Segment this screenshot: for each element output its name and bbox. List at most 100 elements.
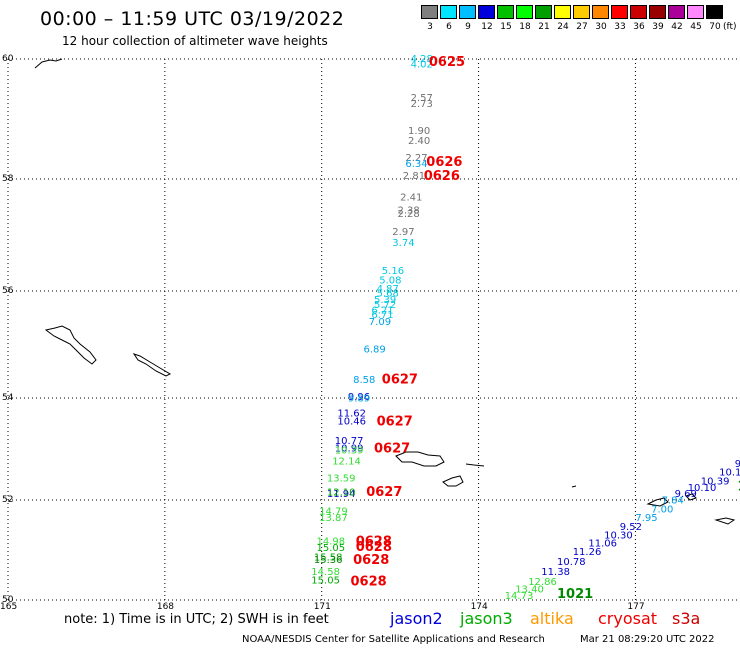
rat-islands-small [685, 493, 697, 501]
wave-height-label: 11.06 [588, 539, 617, 550]
wave-height-label: 10.10 [688, 483, 717, 494]
pass-time-label: 0627 [366, 485, 402, 500]
wave-height-label: 13.40 [515, 585, 544, 596]
scale-swatch [535, 5, 552, 19]
latitude-tick-label: 56 [2, 286, 14, 296]
andreanof-island [714, 517, 736, 525]
scale-swatch [649, 5, 666, 19]
scale-label: 70 [709, 22, 721, 32]
pass-time-label: 0628 [356, 540, 392, 555]
scale-swatch [516, 5, 533, 19]
scale-unit: (ft) [723, 22, 737, 32]
scale-label: 21 [538, 22, 550, 32]
pass-time-label: 0628 [351, 575, 387, 590]
wave-height-label: 15.58 [314, 553, 343, 564]
wave-height-label: 10.30 [604, 531, 633, 542]
scale-label: 39 [652, 22, 664, 32]
wave-height-label: 5.16 [382, 266, 404, 277]
scale-swatch [611, 5, 628, 19]
wave-height-label: 5.08 [379, 276, 401, 287]
latitude-tick-label: 50 [2, 595, 14, 605]
wave-height-label: 9.89 [348, 394, 370, 405]
wave-height-label: 13.87 [319, 513, 348, 524]
observation-labels: 4.284.02 2.572.73 1.902.40 2.276.342.81 2.41… [311, 54, 740, 602]
wave-height-label: 6.21 [371, 306, 393, 317]
wave-height-label: 10.78 [557, 557, 586, 568]
wave-height-label: 2.27 [405, 153, 427, 164]
wave-height-label: 10.39 [701, 477, 730, 488]
kamchatka-coast [34, 58, 63, 69]
wave-height-label: 2.40 [408, 136, 430, 147]
longitude-tick-label: 165 [0, 602, 17, 612]
scale-label: 18 [519, 22, 531, 32]
scale-swatch [478, 5, 495, 19]
wave-height-label: 14.73 [505, 591, 534, 602]
footer-credit: NOAA/NESDIS Center for Satellite Applica… [242, 634, 545, 645]
rat-islands-kiska [442, 475, 464, 487]
wave-height-label: 9.96 [348, 392, 370, 403]
wave-height-label: 9.8 [735, 459, 740, 470]
longitude-tick-label: 168 [157, 602, 174, 612]
wave-height-label: 7.00 [651, 505, 673, 516]
wave-height-label: 7.84 [662, 496, 684, 507]
wave-height-label: 2.28 [398, 209, 420, 220]
wave-height-label: 4.87 [377, 284, 399, 295]
scale-swatch [497, 5, 514, 19]
wave-height-label: 2.81 [403, 171, 425, 182]
rat-islands-amchitka [646, 497, 669, 507]
wave-height-label: 15.05 [317, 543, 346, 554]
footer-note: note: 1) Time is in UTC; 2) SWH is in fe… [64, 612, 329, 627]
scale-swatch [554, 5, 571, 19]
wave-height-label: 2.57 [411, 93, 433, 104]
wave-height-label: 10.77 [335, 436, 364, 447]
wave-height-label: 2.38 [398, 206, 420, 217]
coastline [34, 58, 736, 525]
wave-height-label: 10.46 [337, 417, 366, 428]
wave-height-label: 1.90 [408, 126, 430, 137]
wave-height-label: 14.58 [311, 567, 340, 578]
pass-time-label: 0626 [426, 155, 462, 170]
map-subtitle: 12 hour collection of altimeter wave hei… [62, 34, 328, 48]
wave-height-label: 4.28 [411, 54, 433, 65]
commander-island-medny [132, 353, 172, 377]
wave-height-label: 3.74 [392, 238, 414, 249]
wave-height-label: 11.62 [337, 408, 366, 419]
longitude-tick-label: 177 [627, 602, 644, 612]
mission-jason2: jason2 [390, 609, 443, 628]
wave-height-label: 6.71 [371, 310, 393, 321]
scale-label: 27 [576, 22, 588, 32]
scale-label: 24 [557, 22, 569, 32]
delarof-islands [571, 485, 577, 488]
wave-height-label: 11.26 [573, 547, 602, 558]
wave-height-label: 5.68 [377, 288, 399, 299]
scale-swatch [592, 5, 609, 19]
wave-height-label: 9.69 [675, 489, 697, 500]
longitude-tick-label: 174 [471, 602, 488, 612]
scale-swatch [630, 5, 647, 19]
pass-time-label: 0627 [374, 442, 410, 457]
scale-swatch [459, 5, 476, 19]
lat-lon-grid [7, 58, 740, 601]
scale-swatch [421, 5, 438, 19]
pass-time-label: 10 [737, 479, 740, 494]
pass-time-label: 0627 [377, 415, 413, 430]
commander-island-bering [44, 325, 97, 365]
wave-height-label: 10.99 [335, 444, 364, 455]
pass-time-label: 0625 [429, 55, 465, 70]
scale-label: 42 [671, 22, 683, 32]
scale-swatch [687, 5, 704, 19]
wave-height-label: 15.36 [314, 555, 343, 566]
wave-height-label: 6.34 [405, 159, 427, 170]
near-islands-semichi [465, 463, 485, 467]
wave-height-label: 6.89 [364, 345, 386, 356]
scale-label: 36 [633, 22, 645, 32]
wave-height-label: 8.58 [353, 375, 375, 386]
wave-height-label: 10.39 [335, 446, 364, 457]
longitude-tick-label: 171 [314, 602, 331, 612]
scale-label: 9 [465, 22, 471, 32]
latitude-tick-label: 58 [2, 174, 14, 184]
scale-label: 3 [427, 22, 433, 32]
wave-height-label: 14.79 [319, 507, 348, 518]
pass-time-label: 0628 [353, 553, 389, 568]
